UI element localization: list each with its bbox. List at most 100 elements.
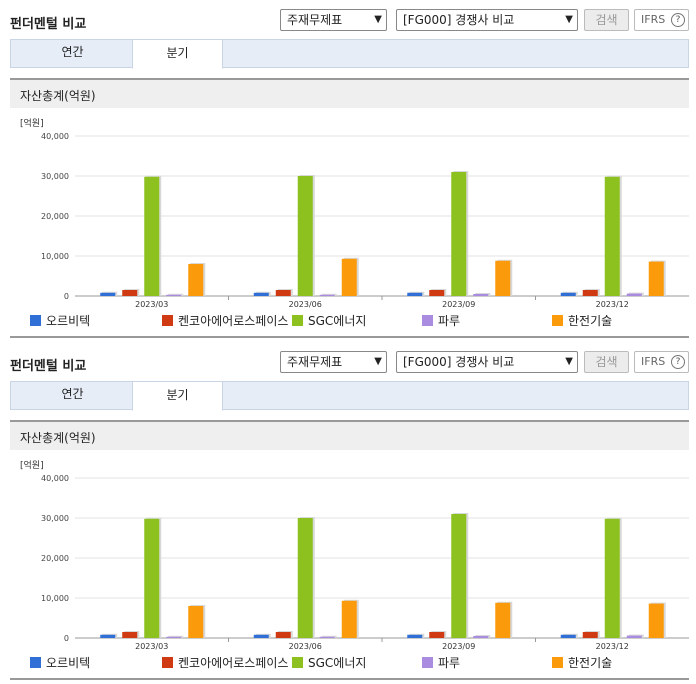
legend-swatch [162, 657, 173, 668]
bar [451, 172, 467, 296]
bar [319, 636, 335, 638]
y-tick-label: 10,000 [41, 252, 69, 261]
bar [166, 294, 182, 296]
tab-quarterly[interactable]: 분기 [132, 381, 223, 411]
unit-label: [억원] [20, 117, 44, 129]
legend-label: 파루 [438, 314, 461, 328]
y-tick-label: 20,000 [41, 212, 69, 221]
chevron-down-icon: ▼ [565, 356, 573, 367]
ifrs-label: IFRS [641, 355, 666, 368]
legend-label: SGC에너지 [308, 656, 367, 670]
x-tick-label: 2023/09 [442, 300, 475, 309]
chevron-down-icon: ▼ [565, 14, 573, 25]
tab-annual[interactable]: 연간 [61, 387, 84, 401]
bar [253, 292, 269, 296]
statement-type-value: 주재무제표 [287, 355, 343, 369]
chart-legend: 오르비텍 켄코아에어로스페이스 SGC에너지 파루 한전기술 [10, 312, 689, 330]
legend-label: 켄코아에어로스페이스 [178, 314, 289, 328]
fundamental-panel-1: 펀더멘털 비교 주재무제표 ▼ [FG000] 경쟁사 비교 ▼ 검색 IFRS? … [10, 9, 689, 338]
ifrs-label: IFRS [641, 13, 666, 26]
x-tick-label: 2023/12 [596, 300, 629, 309]
legend-swatch [292, 315, 303, 326]
chart-legend: 오르비텍 켄코아에어로스페이스 SGC에너지 파루 한전기술 [10, 654, 689, 672]
panel-title: 펀더멘털 비교 [10, 17, 87, 32]
statement-type-value: 주재무제표 [287, 13, 343, 27]
legend-label: 오르비텍 [46, 314, 91, 328]
bar [429, 290, 445, 296]
bar [604, 518, 620, 638]
y-tick-label: 20,000 [41, 554, 69, 563]
legend-swatch [422, 657, 433, 668]
help-icon[interactable]: ? [671, 355, 685, 369]
legend-item: 한전기술 [552, 654, 612, 671]
bar [626, 293, 642, 296]
bar [495, 602, 511, 638]
comparison-group-value: [FG000] 경쟁사 비교 [403, 13, 515, 27]
legend-item: 켄코아에어로스페이스 [162, 654, 288, 671]
legend-label: 한전기술 [568, 314, 613, 328]
bar [297, 518, 313, 638]
period-tabs: 연간 분기 [10, 39, 689, 69]
bar [473, 636, 489, 638]
divider [10, 336, 689, 338]
y-tick-label: 40,000 [41, 132, 69, 141]
bar [582, 290, 598, 296]
tab-annual[interactable]: 연간 [61, 45, 84, 59]
legend-item: 파루 [422, 654, 460, 671]
bar [122, 290, 138, 296]
total-assets-chart: [억원] 0 10,000 20,000 30,000 40,000 2023/03 2023… [20, 117, 689, 309]
ifrs-button[interactable]: IFRS? [634, 9, 689, 31]
bar [473, 294, 489, 296]
bar [495, 260, 511, 296]
statement-type-select[interactable]: 주재무제표 ▼ [280, 351, 387, 373]
bar [407, 634, 423, 638]
bar [144, 176, 160, 296]
bar [341, 600, 357, 638]
bar [560, 634, 576, 638]
y-tick-label: 30,000 [41, 172, 69, 181]
legend-item: 켄코아에어로스페이스 [162, 312, 288, 329]
total-assets-chart: [억원] 0 10,000 20,000 30,000 40,000 2023/03 2023… [20, 459, 689, 651]
x-tick-label: 2023/03 [135, 642, 168, 651]
panel-title: 펀더멘털 비교 [10, 359, 87, 374]
legend-item: 파루 [422, 312, 460, 329]
chart-header: 자산총계(억원) [10, 78, 689, 108]
legend-label: 파루 [438, 656, 461, 670]
comparison-group-value: [FG000] 경쟁사 비교 [403, 355, 515, 369]
y-tick-label: 0 [64, 292, 69, 301]
bar [407, 292, 423, 296]
ifrs-button[interactable]: IFRS? [634, 351, 689, 373]
x-tick-label: 2023/06 [289, 642, 322, 651]
bar [188, 264, 204, 296]
bar [451, 514, 467, 638]
legend-swatch [30, 315, 41, 326]
legend-label: SGC에너지 [308, 314, 367, 328]
bar [604, 176, 620, 296]
bar [319, 294, 335, 296]
bar [100, 292, 116, 296]
x-tick-label: 2023/06 [289, 300, 322, 309]
statement-type-select[interactable]: 주재무제표 ▼ [280, 9, 387, 31]
chart-title: 자산총계(억원) [20, 89, 96, 103]
comparison-group-select[interactable]: [FG000] 경쟁사 비교 ▼ [396, 9, 578, 31]
search-button[interactable]: 검색 [584, 351, 629, 373]
search-button[interactable]: 검색 [584, 9, 629, 31]
legend-swatch [552, 315, 563, 326]
legend-swatch [422, 315, 433, 326]
unit-label: [억원] [20, 459, 44, 471]
y-tick-label: 10,000 [41, 594, 69, 603]
chart-title: 자산총계(억원) [20, 431, 96, 445]
tab-quarterly[interactable]: 분기 [132, 39, 223, 69]
bar [275, 632, 291, 638]
legend-swatch [30, 657, 41, 668]
bar [341, 258, 357, 296]
legend-item: 한전기술 [552, 312, 612, 329]
legend-label: 오르비텍 [46, 656, 91, 670]
comparison-group-select[interactable]: [FG000] 경쟁사 비교 ▼ [396, 351, 578, 373]
bar [582, 632, 598, 638]
bar [560, 292, 576, 296]
help-icon[interactable]: ? [671, 13, 685, 27]
y-tick-label: 0 [64, 634, 69, 643]
y-tick-label: 40,000 [41, 474, 69, 483]
bar [166, 636, 182, 638]
